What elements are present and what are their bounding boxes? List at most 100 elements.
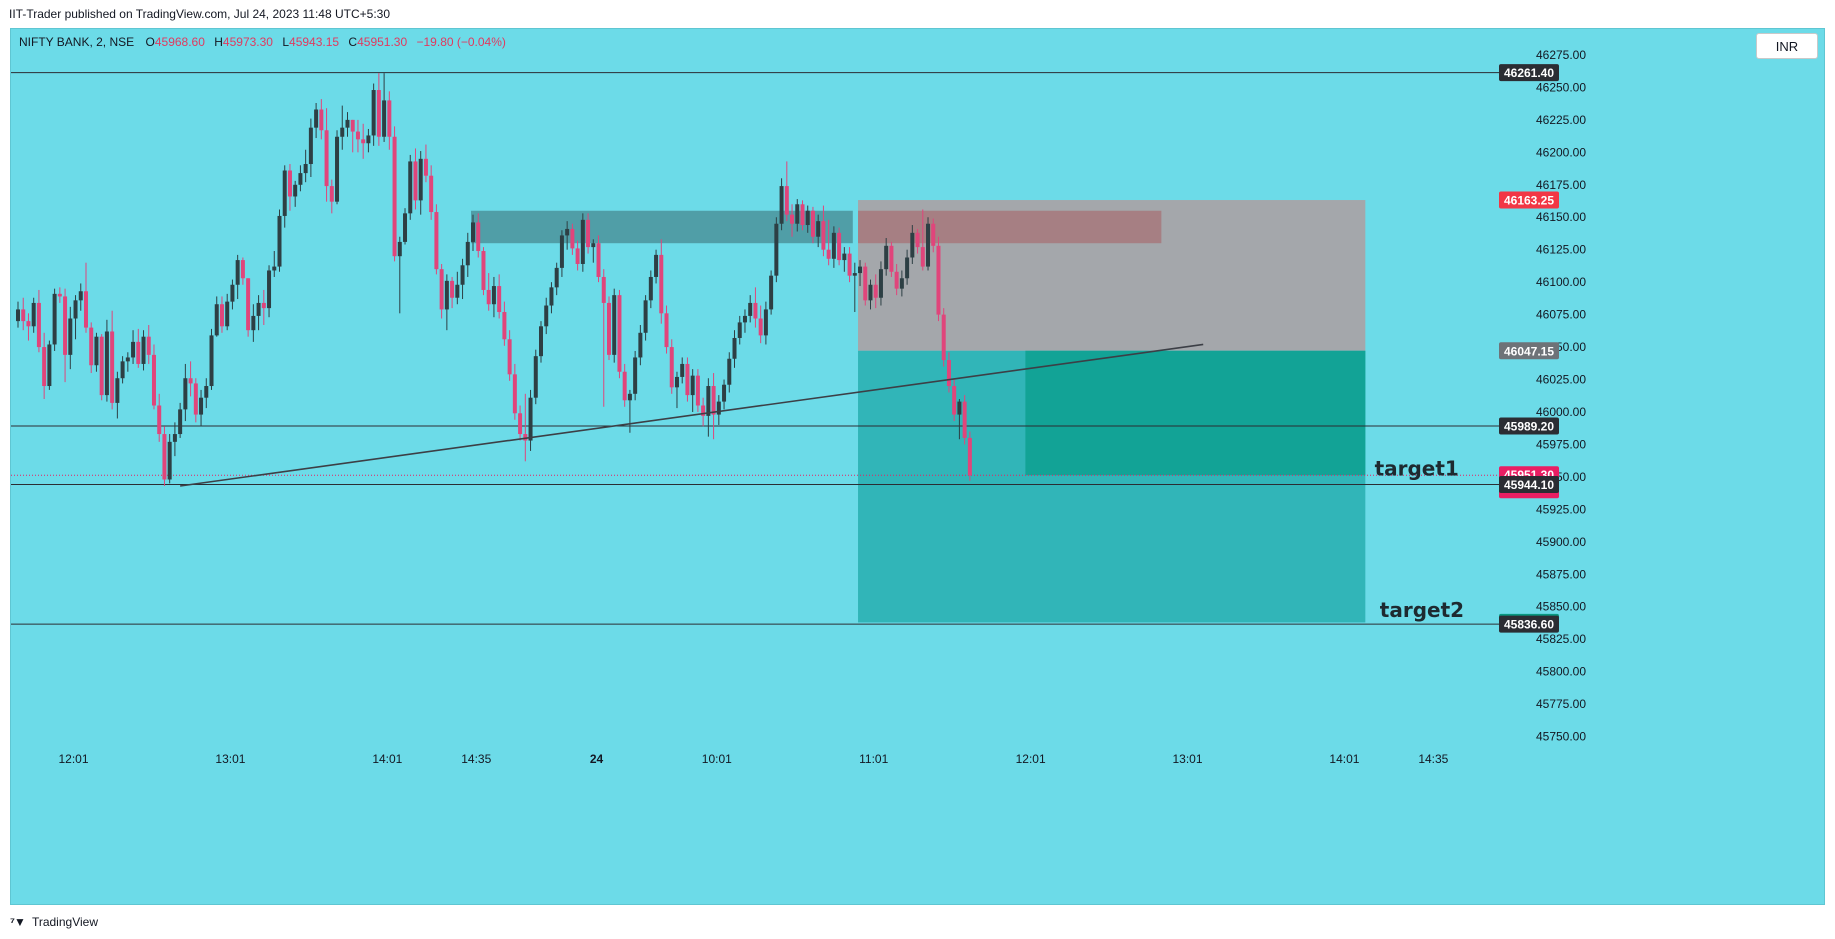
candle (763, 301, 768, 345)
time-tick: 12:01 (1016, 752, 1046, 766)
price-label-bg (1499, 476, 1559, 494)
candle (952, 378, 957, 422)
tradingview-logo-icon[interactable]: ⁷▼ (10, 915, 26, 929)
candle-body (784, 186, 789, 215)
candle (293, 180, 298, 207)
price-tick: 46075.00 (1536, 308, 1586, 322)
time-tick: 12:01 (59, 752, 89, 766)
high-value: 45973.30 (222, 35, 273, 49)
candle (627, 389, 632, 433)
candle (172, 422, 177, 457)
candle (125, 352, 130, 372)
candle-body (157, 405, 162, 435)
candle-body (899, 278, 904, 289)
candle (842, 247, 847, 272)
candle (193, 378, 198, 423)
candle (962, 395, 967, 445)
candle (570, 223, 575, 255)
candle-body (282, 170, 287, 216)
candle-body (345, 119, 350, 128)
candle (183, 363, 188, 422)
candle-body (382, 100, 387, 137)
candle (816, 214, 821, 248)
candle-body (460, 265, 465, 285)
candle (439, 263, 444, 319)
profit-filled-zone (1025, 350, 1366, 476)
candle-body (392, 136, 397, 257)
candle-body (758, 318, 763, 336)
candle (282, 165, 287, 228)
candle (444, 274, 449, 331)
candle (795, 199, 800, 232)
price-tick: 45875.00 (1536, 567, 1586, 581)
candle (36, 289, 41, 353)
time-tick: 14:01 (1329, 752, 1359, 766)
candle (753, 287, 758, 328)
price-tick: 45925.00 (1536, 502, 1586, 516)
candle-body (429, 175, 434, 213)
candle (340, 105, 345, 150)
candle-body (664, 313, 669, 348)
candle-body (57, 293, 62, 297)
candle-body (423, 158, 428, 176)
candle (633, 350, 638, 401)
candle-body (47, 344, 52, 387)
candle-body (314, 109, 319, 128)
candle-body (340, 127, 345, 137)
candle (26, 313, 31, 341)
candle-body (800, 204, 805, 226)
footer-brand[interactable]: TradingView (31, 915, 98, 929)
price-label: 46261.40 (1499, 64, 1559, 82)
candle (136, 328, 141, 368)
candle (21, 297, 26, 331)
candle (256, 295, 261, 331)
candle-body (110, 331, 115, 403)
candle (852, 262, 857, 313)
candle (355, 119, 360, 153)
candle (408, 154, 413, 220)
currency-button[interactable]: INR (1756, 33, 1818, 59)
candle (779, 178, 784, 231)
candle (873, 274, 878, 309)
candle-body (586, 219, 591, 248)
trendline (180, 343, 1204, 487)
candle (544, 297, 549, 335)
candle-body (533, 356, 538, 398)
price-label-bg (1499, 417, 1559, 435)
candle (481, 247, 486, 296)
price-label-text: 45989.20 (1504, 420, 1554, 434)
candle-body (36, 302, 41, 348)
chart-area[interactable]: target1 target2 46275.00 46250.00 46225.00 4… (10, 28, 1825, 905)
candle (225, 293, 230, 331)
candle (151, 344, 156, 410)
candle (491, 276, 496, 318)
candle (659, 239, 664, 324)
candle-body (894, 271, 899, 289)
annotations-layer: target1 target2 (1375, 457, 1465, 623)
candle-body (434, 212, 439, 270)
candle-body (518, 413, 523, 435)
candle (695, 369, 700, 412)
candle (654, 249, 659, 284)
candle (941, 308, 946, 367)
candle (837, 227, 842, 266)
low-label: L (282, 35, 290, 49)
candle (507, 330, 512, 381)
candle-body (287, 170, 292, 197)
candle-body (695, 375, 700, 406)
candle (905, 249, 910, 285)
time-tick: 13:01 (1173, 752, 1203, 766)
candle (711, 373, 716, 440)
close-value: 45951.30 (357, 35, 408, 49)
high-label: H (214, 35, 223, 49)
candle (565, 221, 570, 250)
candle-body (387, 100, 392, 137)
price-label: 45989.20 (1499, 417, 1559, 435)
price-tick: 46000.00 (1536, 405, 1586, 419)
candle-body (486, 289, 491, 305)
annotation-target2: target2 (1380, 598, 1464, 622)
candle (727, 352, 732, 393)
candle-body (418, 158, 423, 201)
footer: ⁷▼ TradingView (0, 905, 1835, 939)
